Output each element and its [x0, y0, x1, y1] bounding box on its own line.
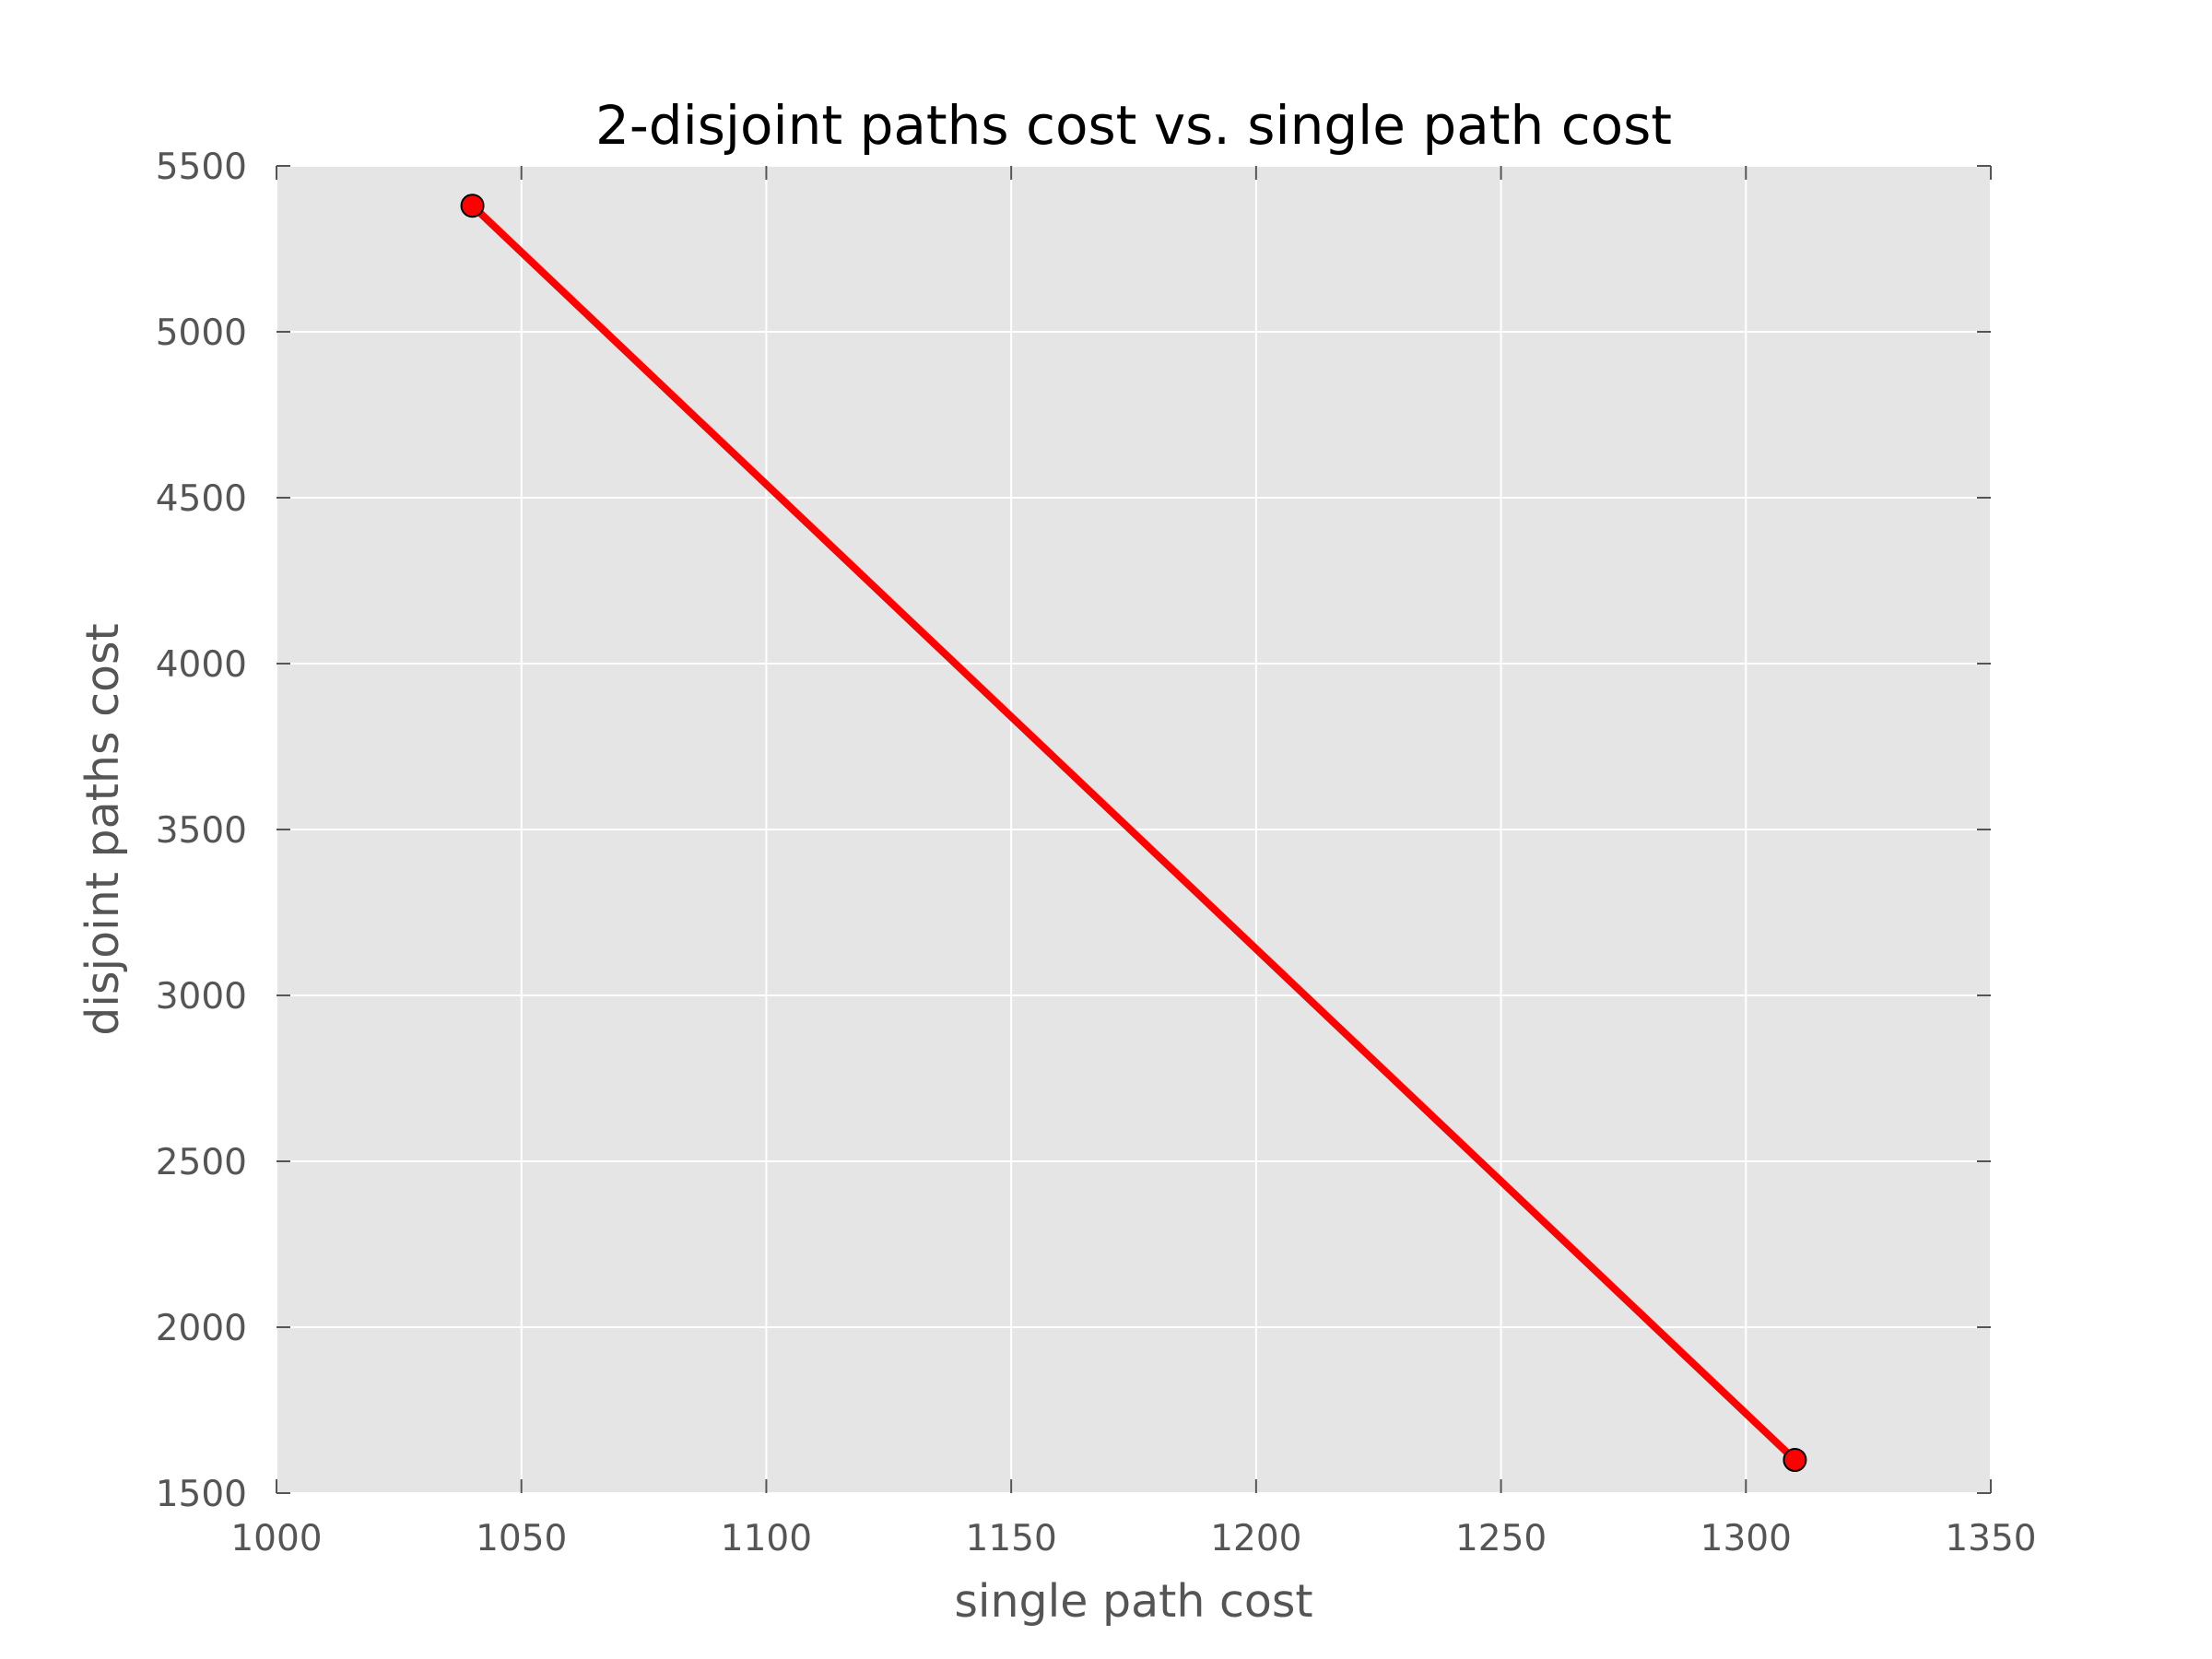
series-layer: [460, 194, 1807, 1472]
y-tick-label: 1500: [156, 1474, 247, 1515]
series-line: [468, 202, 1799, 1464]
x-tick-label: 1150: [966, 1518, 1057, 1559]
y-tick-label: 3500: [156, 810, 247, 852]
x-tick-label: 1000: [230, 1518, 322, 1559]
x-tick-label: 1050: [476, 1518, 567, 1559]
y-tick-label: 5500: [156, 147, 247, 188]
x-tick-label: 1100: [721, 1518, 812, 1559]
data-point: [1783, 1448, 1807, 1472]
grid: [276, 165, 1992, 1494]
chart-title: 2-disjoint paths cost vs. single path co…: [595, 94, 1672, 157]
y-tick-label: 3000: [156, 976, 247, 1018]
y-tick-label: 4500: [156, 478, 247, 520]
x-tick-label: 1200: [1210, 1518, 1301, 1559]
x-axis-label: single path cost: [954, 1575, 1312, 1628]
axis-ticks: 1000 1050 1100 1150 1200 1250 1300 1350 1500 2000…: [156, 147, 2037, 1559]
y-axis-label: disjoint paths cost: [76, 623, 129, 1035]
y-tick-label: 5000: [156, 312, 247, 354]
x-tick-label: 1350: [1945, 1518, 2036, 1559]
y-tick-label: 2500: [156, 1142, 247, 1183]
data-point: [460, 194, 485, 218]
x-tick-label: 1300: [1700, 1518, 1792, 1559]
y-tick-label: 4000: [156, 644, 247, 686]
x-tick-label: 1250: [1455, 1518, 1547, 1559]
y-tick-label: 2000: [156, 1308, 247, 1349]
